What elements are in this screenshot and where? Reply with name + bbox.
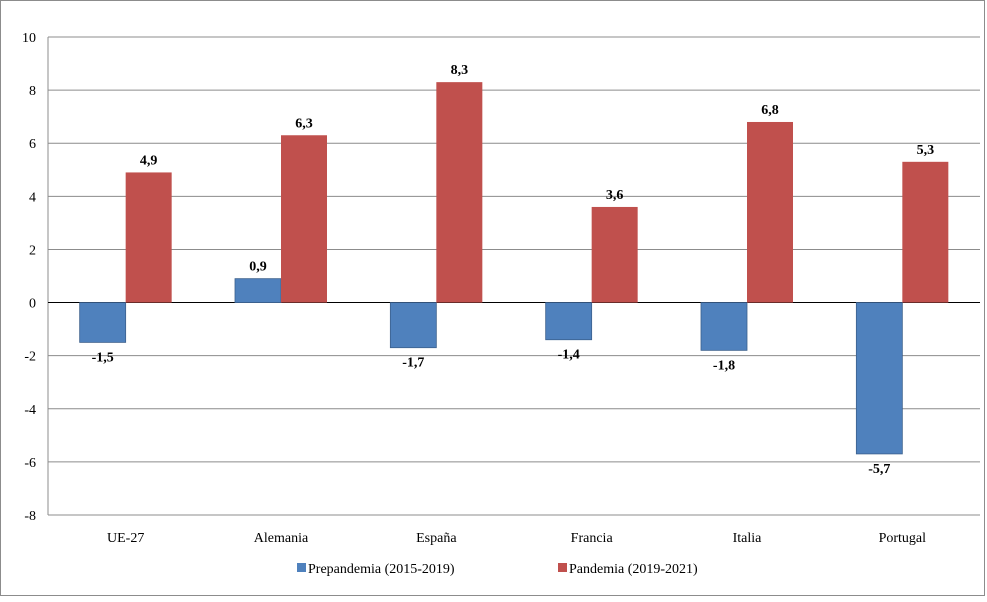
- data-label: 4,9: [140, 153, 158, 168]
- legend-label: Prepandemia (2015-2019): [308, 562, 455, 577]
- bar-prepandemia: [234, 278, 282, 303]
- bar-prepandemia: [700, 302, 748, 351]
- data-label: 0,9: [249, 260, 267, 275]
- y-tick-label: -6: [24, 456, 36, 471]
- data-label: 8,3: [451, 63, 469, 78]
- x-category-label: Portugal: [879, 531, 927, 546]
- bars: [79, 82, 949, 455]
- bar-pandemia: [747, 121, 793, 303]
- legend-swatch: [297, 563, 306, 572]
- x-category-label: España: [416, 531, 457, 546]
- data-labels: -1,5 4,9 0,9 6,3 -1,7 8,3 -1,4 3,6 -1,8 6,8 -5,7 5,…: [92, 63, 935, 477]
- data-label: 5,3: [917, 143, 935, 158]
- bar-pandemia: [436, 82, 483, 303]
- y-tick-label: -8: [24, 509, 36, 524]
- bar-pandemia: [125, 172, 172, 303]
- bar-prepandemia: [855, 302, 903, 455]
- y-tick-label: 6: [29, 137, 36, 152]
- y-tick-label: 10: [22, 31, 36, 46]
- x-category-label: Alemania: [254, 531, 309, 546]
- bar-pandemia: [591, 206, 638, 303]
- y-tick-label: 4: [29, 190, 36, 205]
- x-category-label: Francia: [571, 531, 614, 546]
- axes: -8 -6 -4 -2 0 2 4 6 8 10 UE-27 Alemania España Franci…: [22, 31, 980, 546]
- data-label: -1,8: [713, 358, 735, 373]
- data-label: 6,8: [761, 103, 779, 118]
- bar-prepandemia: [545, 302, 593, 341]
- gridlines: [48, 36, 980, 516]
- data-label: -5,7: [868, 462, 890, 477]
- y-tick-label: -4: [24, 403, 36, 418]
- y-tick-label: -2: [24, 350, 36, 365]
- data-label: 6,3: [295, 116, 313, 131]
- bar-prepandemia: [389, 302, 437, 349]
- data-label: -1,5: [92, 350, 114, 365]
- data-label: -1,7: [402, 356, 424, 371]
- y-tick-label: 2: [29, 243, 36, 258]
- bar-prepandemia: [79, 302, 127, 343]
- x-category-label: Italia: [733, 531, 763, 546]
- data-label: -1,4: [558, 348, 580, 363]
- bar-pandemia: [281, 135, 327, 303]
- legend-label: Pandemia (2019-2021): [569, 562, 698, 577]
- legend-swatch: [558, 563, 567, 572]
- y-tick-label: 8: [29, 84, 36, 99]
- legend: Prepandemia (2015-2019) Pandemia (2019-20…: [297, 562, 698, 577]
- data-label: 3,6: [606, 188, 624, 203]
- bar-pandemia: [902, 161, 949, 303]
- y-tick-label: 0: [29, 297, 36, 312]
- x-category-label: UE-27: [107, 531, 144, 546]
